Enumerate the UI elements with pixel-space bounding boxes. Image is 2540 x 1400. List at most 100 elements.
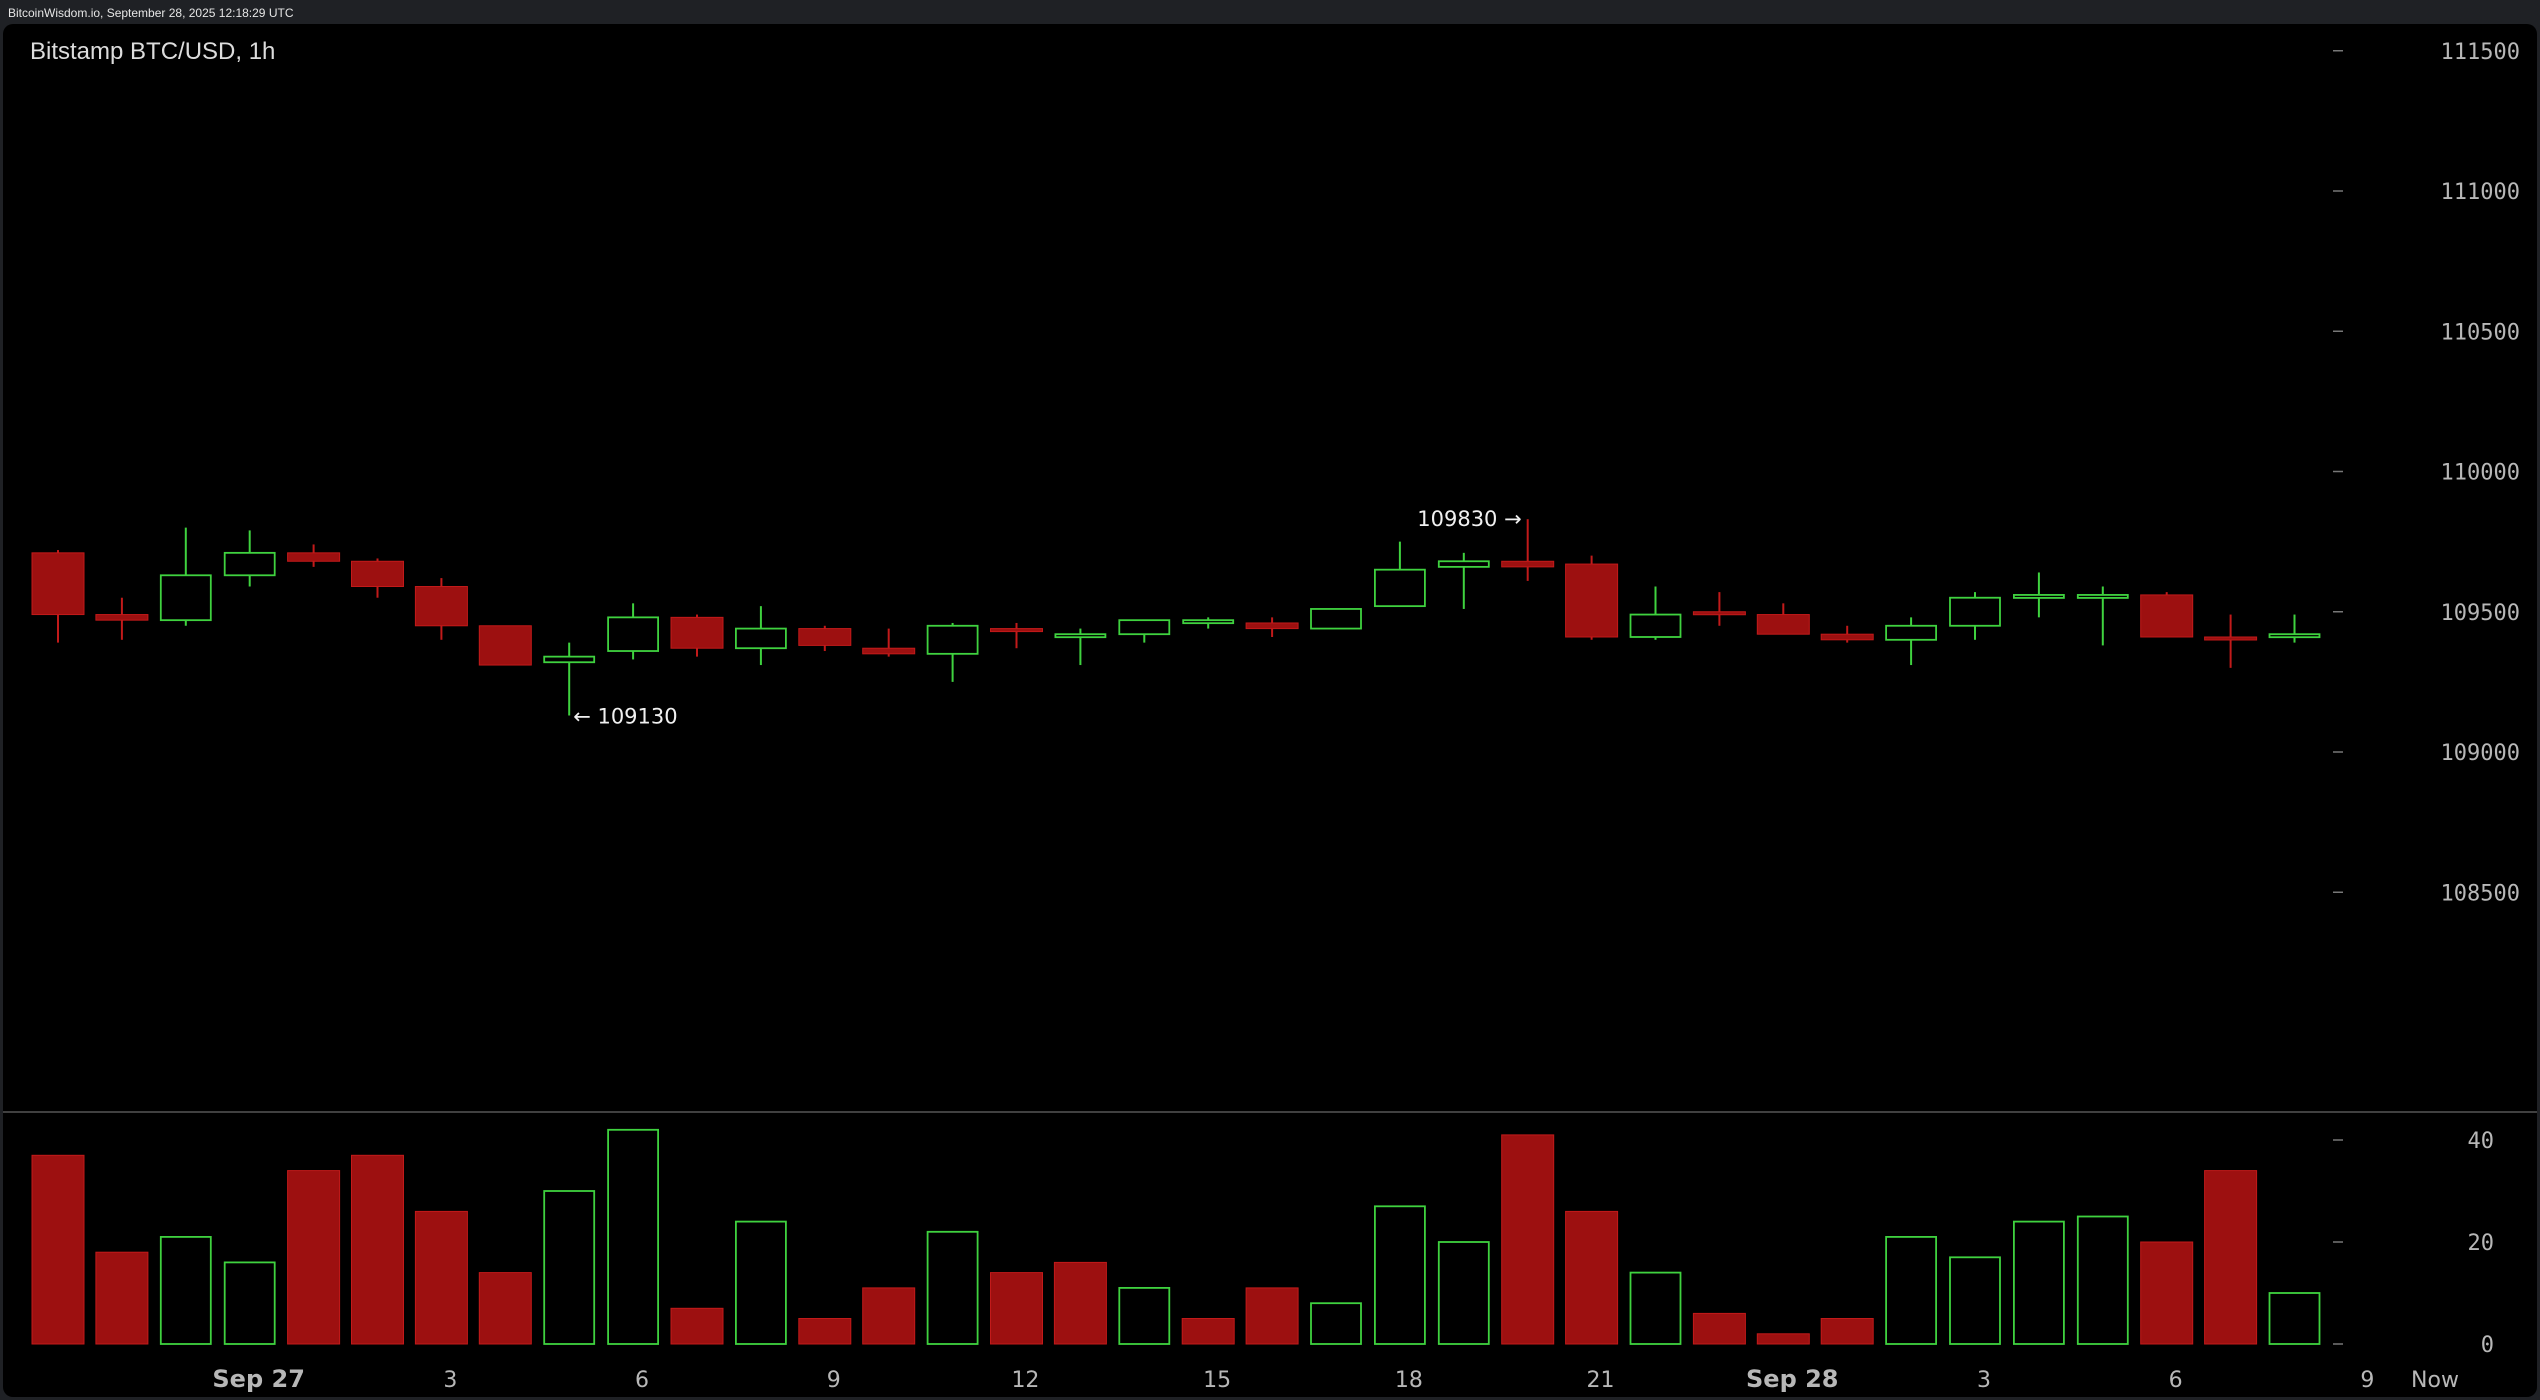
candle [2076,586,2129,646]
price-volume-chart[interactable]: 111500 111000 110500 110000 109500 109000 1085… [3,24,2537,1397]
volume-bar [543,1190,596,1345]
time-axis-label: 9 [827,1368,841,1393]
candle-body [1182,619,1235,625]
volume-bar [1756,1333,1810,1345]
candle-body [31,552,85,616]
volume-bar [1501,1134,1555,1345]
candle [1310,608,1362,630]
volume-bar [607,1128,659,1345]
axis-labels: 111500 111000 110500 110000 109500 109000 1085… [212,40,2520,1393]
candle [478,625,532,666]
candle-body [159,574,212,622]
volume-bar [670,1307,724,1345]
volume-bar [926,1230,979,1345]
candle [926,622,979,682]
candle-body [1437,560,1490,568]
low-price-annotation: ← 109130 [573,705,677,729]
candle-body [478,625,532,666]
volume-bar [1437,1241,1490,1345]
candle-body [2140,594,2194,638]
candle-body [95,614,149,621]
candle-body [1565,563,1619,638]
time-axis-label: 3 [1977,1368,1991,1393]
candle-body [351,560,404,588]
volume-tick-label: 20 [2468,1231,2495,1256]
candle-body [1756,614,1810,635]
price-tick-label: 110000 [2441,461,2520,486]
candle-body [926,624,979,655]
candle [1692,592,1746,626]
candle-body [862,647,916,655]
volume-bar [159,1236,212,1345]
candle [1629,586,1682,640]
candle [1054,628,1107,666]
volume-bar [1565,1210,1619,1345]
candle-body [607,616,659,652]
candle [414,578,468,640]
source-timestamp: BitcoinWisdom.io, September 28, 2025 12:… [8,6,294,20]
candle [1374,541,1426,608]
volume-bar [1118,1287,1171,1345]
candle-body [1885,624,1937,641]
candle [2013,572,2065,618]
candle-body [1949,596,2001,627]
volume-bar [735,1220,787,1345]
volume-bar [1374,1205,1426,1345]
volume-bar [31,1154,85,1345]
volume-bar [2076,1215,2129,1345]
time-axis-label: 15 [1203,1368,1231,1393]
candle-body [1501,560,1555,568]
time-axis-label: 6 [635,1368,649,1393]
time-axis-label: 9 [2360,1368,2374,1393]
volume-bar [223,1261,276,1345]
candlestick-series [31,519,2321,716]
volume-bar [351,1154,404,1345]
time-axis-label: 21 [1587,1368,1615,1393]
candle-body [223,551,276,577]
candle [607,603,659,660]
chart-panel[interactable]: 111500 111000 110500 110000 109500 109000 1085… [3,24,2537,1397]
volume-bar [2140,1241,2194,1345]
candle [990,622,1043,649]
volume-bar [414,1210,468,1345]
volume-bar [1181,1318,1235,1345]
candle-body [1118,619,1171,636]
candle-body [1820,633,1874,641]
candle [1756,603,1810,635]
candle-body [2268,633,2321,639]
price-tick-label: 109000 [2441,741,2520,766]
candle [351,558,404,598]
candle [31,550,85,643]
volume-bar [95,1251,149,1345]
time-axis-label: Sep 28 [1746,1365,1839,1393]
volume-bar [478,1272,532,1345]
volume-bar [2013,1220,2065,1345]
candle [1437,552,1490,609]
volume-bar [862,1287,916,1345]
candle-body [543,655,596,664]
volume-bar [2268,1292,2321,1345]
price-tick-label: 110500 [2441,320,2520,345]
time-axis-label: Now [2411,1368,2459,1393]
candle [1182,617,1235,629]
volume-bar [990,1272,1043,1345]
chart-title: Bitstamp BTC/USD, 1h [30,38,276,65]
time-axis-label: 6 [2169,1368,2183,1393]
candle [543,642,596,716]
candle [735,606,787,666]
candle-body [1629,613,1682,638]
volume-bar [1692,1312,1746,1345]
volume-bar [1949,1256,2001,1345]
candle-body [735,627,787,650]
time-axis-label: 18 [1395,1368,1423,1393]
candle [862,628,916,657]
time-axis-label: 3 [443,1368,457,1393]
high-price-annotation: 109830 → [1417,507,1521,531]
candle [1501,519,1555,581]
candle-body [670,616,724,649]
candle [1949,592,2001,640]
candle-body [2013,594,2065,599]
volume-tick-label: 40 [2468,1129,2495,1154]
volume-tick-label: 0 [2481,1333,2494,1358]
candle-body [990,628,1043,633]
